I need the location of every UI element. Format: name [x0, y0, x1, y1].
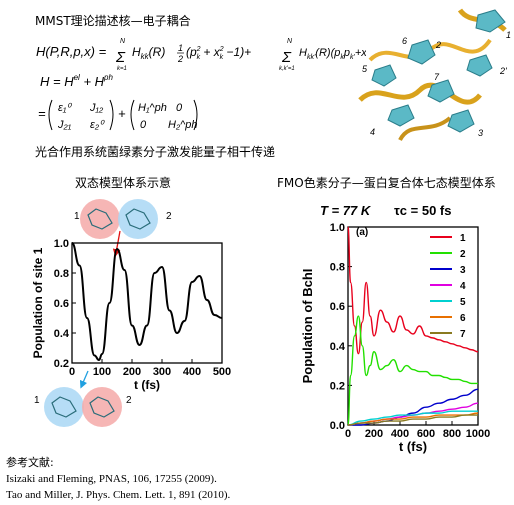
series-line-7: [347, 414, 478, 426]
matrix-el-21: J₂₁: [57, 119, 72, 131]
tau-label: τc = 50 fs: [394, 203, 451, 218]
y-axis-label: Population of site 1: [31, 247, 45, 358]
y-tick-label: 0.6: [330, 301, 345, 313]
plot-frame: [71, 242, 223, 364]
temperature-label: T = 77 K: [320, 203, 372, 218]
matrix-el-12: J₁₂: [89, 102, 104, 114]
reference-item-2: Tao and Miller, J. Phys. Chem. Lett. 1, …: [6, 489, 231, 501]
site2-circle-top: [118, 199, 158, 239]
structure-label-2prime: 2': [499, 66, 507, 76]
x-tick-label: 200: [365, 428, 383, 440]
x-tick-label: 800: [443, 428, 461, 440]
right-caption: FMO色素分子—蛋白复合体七态模型体系: [277, 176, 496, 190]
x-axis-label: t (fs): [134, 378, 160, 392]
x-tick-label: 0: [345, 428, 351, 440]
legend-label-4: 4: [460, 281, 466, 292]
fmo-structure-svg: 1 2 2' 3 4 5 6 7: [358, 8, 511, 142]
reference-item-1: Isizaki and Fleming, PNAS, 106, 17255 (2…: [6, 473, 217, 485]
left-caption: 双态模型体系示意: [75, 176, 172, 190]
structure-label-6: 6: [402, 36, 407, 46]
y-tick-label: 0.2: [330, 380, 345, 392]
half-den: 2: [177, 54, 183, 64]
y-tick-label: 0.8: [54, 268, 69, 280]
structure-label-3: 3: [478, 128, 483, 138]
matrix-el-22: ε₂⁰: [90, 119, 105, 131]
y-tick-label: 0.4: [54, 328, 70, 340]
sum-symbol-2: Σ: [281, 49, 292, 66]
y-tick-label: 0.4: [330, 341, 346, 353]
heading-mmst: MMST理论描述核—电子耦合: [35, 14, 191, 28]
fmo-chart: T = 77 K τc = 50 fs (a) 0 200 400 600 800 100…: [298, 195, 508, 465]
structure-label-2: 2: [435, 40, 441, 50]
x-tick-label: 500: [213, 366, 231, 378]
site1-circle-bottom: [44, 387, 84, 427]
half-num: 1: [178, 43, 183, 53]
sum-lower-1: k=1: [117, 66, 127, 72]
x-tick-label: 0: [69, 366, 75, 378]
equation-svg: H(P,R,p,x) = N Σ k=1 Hkk(R) 1 2 (p2 k + x…: [36, 38, 385, 131]
eq-term-2: (p2 k + x2 k −1)+: [186, 45, 251, 61]
eq-term-1: Hkk(R): [132, 45, 165, 61]
matrix-ph-21: 0: [140, 119, 147, 131]
fmo-chart-svg: T = 77 K τc = 50 fs (a) 0 200 400 600 800 100…: [300, 203, 490, 454]
site2-circle-bottom: [82, 387, 122, 427]
matrix-el-11: ε₁⁰: [58, 102, 72, 114]
legend-label-2: 2: [460, 249, 466, 260]
two-state-chart: 1 2 0 100 200 300 400 500 0.2 0.4 0.6 0.8 1.0 t (fs…: [30, 195, 245, 440]
site1-circle-top: [80, 199, 120, 239]
eq-plus: +: [118, 106, 126, 121]
structure-label-4: 4: [370, 127, 375, 137]
y-tick-label: 0.8: [330, 262, 345, 274]
plot-frame: [347, 226, 479, 426]
eq-hamiltonian-lhs: H(P,R,p,x) =: [36, 44, 107, 59]
x-tick-label: 600: [417, 428, 435, 440]
x-axis-label: t (fs): [399, 439, 427, 454]
statement-text: 光合作用系统菌绿素分子激发能量子相干传递: [35, 145, 276, 159]
series-line-6: [347, 412, 479, 426]
sum-lower-2: k,k'=1: [279, 66, 295, 72]
site-label-bottom-left: 1: [34, 395, 40, 406]
site-label-bottom-right: 2: [126, 395, 132, 406]
legend-label-5: 5: [460, 297, 466, 308]
two-state-chart-svg: 1 2 0 100 200 300 400 500 0.2 0.4 0.6 0.8 1.0 t (fs…: [31, 199, 231, 427]
fmo-structure-image: 1 2 2' 3 4 5 6 7: [340, 0, 514, 150]
legend-label-3: 3: [460, 265, 466, 276]
series-line-0: [71, 242, 223, 362]
series-line-5: [347, 410, 478, 426]
x-tick-label: 400: [183, 366, 201, 378]
sum-upper-1: N: [120, 38, 126, 45]
eq-equals: =: [38, 106, 46, 121]
series-line-2: [347, 315, 478, 426]
series-line-1: [347, 226, 479, 355]
y-tick-label: 0.2: [54, 358, 69, 370]
x-tick-label: 1000: [466, 428, 490, 440]
structure-label-7: 7: [434, 72, 440, 82]
matrix-ph-12: 0: [176, 102, 183, 114]
site-label-top-right: 2: [166, 211, 172, 222]
structure-label-1: 1: [506, 30, 511, 40]
references: 参考文献: Isizaki and Fleming, PNAS, 106, 17…: [6, 455, 511, 503]
site-label-top-left: 1: [74, 211, 80, 222]
legend-label-7: 7: [460, 329, 466, 340]
equation-block: H(P,R,p,x) = N Σ k=1 Hkk(R) 1 2 (p2 k + x…: [36, 38, 385, 138]
references-heading: 参考文献:: [6, 456, 54, 469]
legend-label-6: 6: [460, 313, 466, 324]
y-tick-label: 1.0: [54, 238, 69, 250]
structure-label-5: 5: [362, 64, 368, 74]
y-tick-label: 0.0: [330, 420, 345, 432]
x-tick-label: 100: [93, 366, 111, 378]
panel-tag: (a): [356, 227, 368, 238]
sum-upper-2: N: [287, 38, 293, 45]
y-tick-label: 0.6: [54, 298, 69, 310]
legend-label-1: 1: [460, 233, 466, 244]
matrix-ph-11: H₁^ph: [138, 102, 167, 114]
sum-symbol-1: Σ: [115, 49, 126, 66]
eq-h-split: H = Hel + Hph: [40, 73, 113, 89]
y-tick-label: 1.0: [330, 222, 345, 234]
x-tick-label: 300: [153, 366, 171, 378]
x-tick-label: 400: [391, 428, 409, 440]
x-tick-label: 200: [123, 366, 141, 378]
matrix-ph-22: H₂^ph: [168, 119, 198, 131]
y-axis-label: Population of BchI: [300, 269, 315, 384]
